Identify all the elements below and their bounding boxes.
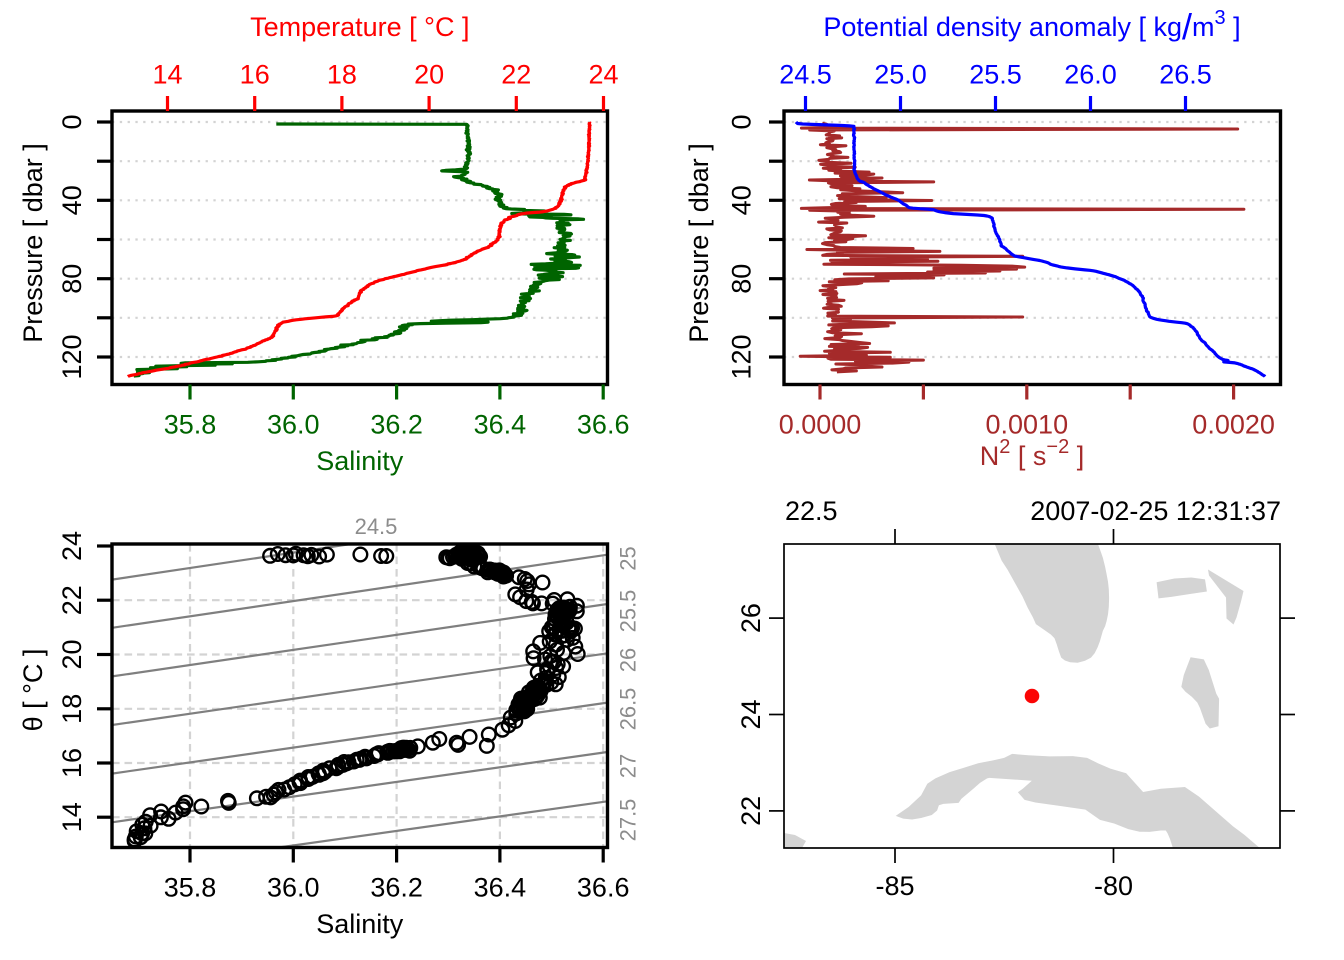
svg-text:14: 14	[57, 802, 87, 832]
svg-text:26: 26	[616, 648, 641, 672]
svg-text:22.5: 22.5	[785, 496, 838, 526]
svg-text:25: 25	[616, 546, 641, 570]
svg-text:16: 16	[240, 59, 270, 89]
svg-text:0: 0	[57, 114, 87, 129]
svg-text:24.5: 24.5	[355, 514, 398, 539]
svg-text:Potential density anomaly [ kg: Potential density anomaly [ kg/m3 ]	[823, 6, 1240, 47]
svg-text:27: 27	[616, 754, 641, 778]
svg-text:36.2: 36.2	[370, 873, 423, 903]
svg-text:36.6: 36.6	[577, 873, 630, 903]
svg-text:36.0: 36.0	[267, 873, 320, 903]
svg-text:80: 80	[57, 264, 87, 294]
svg-text:40: 40	[727, 185, 757, 215]
svg-text:26.5: 26.5	[616, 688, 641, 731]
svg-text:25.0: 25.0	[874, 59, 927, 89]
svg-text:Salinity: Salinity	[316, 446, 404, 476]
svg-text:36.6: 36.6	[577, 410, 630, 440]
svg-text:2007-02-25 12:31:37: 2007-02-25 12:31:37	[1030, 496, 1281, 526]
svg-text:θ [ °C ]: θ [ °C ]	[18, 649, 48, 732]
svg-text:25.5: 25.5	[969, 59, 1022, 89]
svg-text:26.0: 26.0	[1064, 59, 1117, 89]
svg-text:24: 24	[588, 59, 618, 89]
svg-text:36.2: 36.2	[370, 410, 423, 440]
svg-text:22: 22	[501, 59, 531, 89]
svg-text:120: 120	[727, 334, 757, 379]
svg-text:Pressure [ dbar ]: Pressure [ dbar ]	[18, 143, 48, 343]
svg-text:36.4: 36.4	[474, 410, 527, 440]
svg-text:80: 80	[727, 264, 757, 294]
svg-text:0.0000: 0.0000	[779, 410, 862, 440]
svg-text:N2 [ s−2 ]: N2 [ s−2 ]	[980, 436, 1084, 471]
svg-text:Salinity: Salinity	[316, 909, 404, 939]
svg-text:35.8: 35.8	[164, 873, 217, 903]
svg-text:Pressure [ dbar ]: Pressure [ dbar ]	[684, 143, 714, 343]
svg-text:18: 18	[57, 694, 87, 724]
svg-text:-80: -80	[1094, 871, 1133, 901]
svg-text:20: 20	[57, 639, 87, 669]
svg-text:Temperature [ °C ]: Temperature [ °C ]	[250, 12, 469, 42]
svg-text:36.4: 36.4	[474, 873, 527, 903]
svg-text:25.5: 25.5	[616, 590, 641, 633]
svg-text:120: 120	[57, 334, 87, 379]
svg-text:24: 24	[736, 699, 766, 729]
svg-text:0.0010: 0.0010	[986, 410, 1069, 440]
svg-text:36.0: 36.0	[267, 410, 320, 440]
svg-text:20: 20	[414, 59, 444, 89]
svg-text:0.0020: 0.0020	[1192, 410, 1275, 440]
svg-text:-85: -85	[875, 871, 914, 901]
svg-text:22: 22	[57, 585, 87, 615]
svg-text:16: 16	[57, 748, 87, 778]
svg-text:35.8: 35.8	[164, 410, 217, 440]
svg-text:24: 24	[57, 531, 87, 561]
svg-text:24.5: 24.5	[779, 59, 832, 89]
svg-text:22: 22	[736, 796, 766, 826]
svg-text:40: 40	[57, 185, 87, 215]
svg-text:0: 0	[727, 114, 757, 129]
svg-text:14: 14	[152, 59, 182, 89]
svg-text:26: 26	[736, 603, 766, 633]
svg-text:27.5: 27.5	[616, 799, 641, 842]
svg-text:26.5: 26.5	[1159, 59, 1212, 89]
svg-text:18: 18	[327, 59, 357, 89]
